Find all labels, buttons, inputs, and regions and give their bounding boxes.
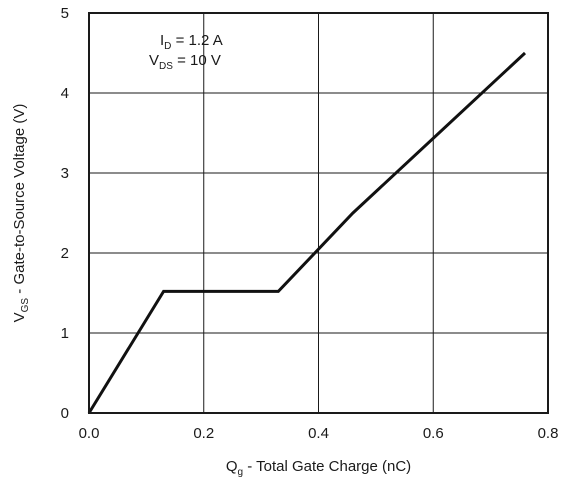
y-tick-label: 2 — [61, 245, 69, 262]
series-line-0 — [87, 51, 527, 414]
y-axis-title: VGS - Gate-to-Source Voltage (V) — [11, 104, 31, 323]
plot-frame — [88, 12, 549, 414]
y-tick-label: 1 — [61, 325, 69, 342]
y-tick-label: 5 — [61, 5, 69, 22]
annotation-id: ID = 1.2 A — [160, 32, 223, 52]
x-tick-label: 0.4 — [308, 425, 329, 442]
annotation-vds: VDS = 10 V — [149, 52, 221, 72]
x-axis-title: Qg - Total Gate Charge (nC) — [226, 458, 411, 477]
x-tick-label: 0.0 — [79, 425, 100, 442]
series-group — [87, 51, 527, 414]
tick-labels: 0.0 0.2 0.4 0.6 0.8 0 1 2 3 4 5 — [61, 5, 559, 442]
y-tick-label: 0 — [61, 405, 69, 422]
x-tick-label: 0.2 — [193, 425, 214, 442]
x-tick-label: 0.6 — [423, 425, 444, 442]
x-tick-label: 0.8 — [538, 425, 559, 442]
y-tick-label: 3 — [61, 165, 69, 182]
y-tick-label: 4 — [61, 85, 69, 102]
grid-lines — [88, 12, 549, 414]
